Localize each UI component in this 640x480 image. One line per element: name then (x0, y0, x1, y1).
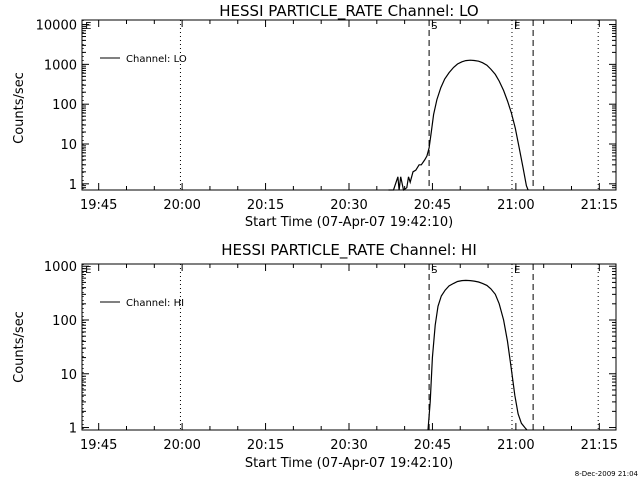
event-marker-label-lo-3: E (514, 21, 520, 32)
chart-title-lo: HESSI PARTICLE_RATE Channel: LO (219, 2, 478, 21)
y-tick-label-lo-3: 1000 (44, 58, 77, 73)
event-marker-label-hi-0: E (85, 265, 91, 276)
y-tick-label-lo-4: 10000 (36, 19, 77, 34)
y-tick-label-hi-0: 1 (69, 422, 77, 437)
chart-panel-hi: HESSI PARTICLE_RATE Channel: HI Counts/s… (12, 241, 618, 471)
y-axis-title-hi: Counts/sec (12, 311, 27, 383)
x-tick-label-lo-0: 19:45 (80, 198, 117, 213)
event-marker-label-hi-3: E (514, 265, 520, 276)
chart-panel-lo: HESSI PARTICLE_RATE Channel: LO Counts/s… (12, 2, 618, 230)
series-group-hi (427, 279, 528, 431)
legend-hi: Channel: HI (100, 298, 184, 309)
footer-timestamp: 8-Dec-2009 21:04 (575, 470, 639, 478)
x-axis-title-hi: Start Time (07-Apr-07 19:42:10) (245, 456, 453, 471)
legend-lo: Channel: LO (100, 54, 187, 65)
legend-label-lo: Channel: LO (126, 54, 187, 65)
axes-hi: 19:45 20:00 20:15 20:30 20:45 21:00 21:15 1 10 10… (44, 260, 618, 453)
y-tick-label-hi-1: 10 (60, 368, 77, 383)
y-tick-label-hi-3: 1000 (44, 260, 77, 275)
x-tick-label-hi-5: 21:00 (497, 438, 534, 453)
x-tick-label-lo-4: 20:45 (414, 198, 451, 213)
legend-label-hi: Channel: HI (126, 298, 184, 309)
x-tick-label-lo-3: 20:30 (330, 198, 367, 213)
x-axis-title-lo: Start Time (07-Apr-07 19:42:10) (245, 215, 453, 230)
y-tick-label-lo-0: 1 (69, 178, 77, 193)
x-tick-label-hi-3: 20:30 (330, 438, 367, 453)
event-marker-label-lo-2: S (431, 21, 437, 32)
series-line-lo-0 (388, 59, 529, 192)
x-tick-label-hi-6: 21:15 (581, 438, 618, 453)
chart-title-hi: HESSI PARTICLE_RATE Channel: HI (221, 241, 477, 260)
x-tick-label-lo-2: 20:15 (247, 198, 284, 213)
y-tick-label-lo-1: 10 (60, 138, 77, 153)
axes-lo: 19:45 20:00 20:15 20:30 20:45 21:00 21:15 1 10 10… (36, 19, 618, 213)
y-tick-label-hi-2: 100 (52, 314, 77, 329)
series-line-hi-0 (427, 279, 528, 431)
x-tick-label-hi-2: 20:15 (247, 438, 284, 453)
x-tick-label-hi-0: 19:45 (80, 438, 117, 453)
x-tick-label-lo-1: 20:00 (163, 198, 200, 213)
event-marker-label-lo-0: E (85, 21, 91, 32)
x-tick-label-lo-5: 21:00 (497, 198, 534, 213)
event-marker-label-hi-2: S (431, 265, 437, 276)
y-axis-title-lo: Counts/sec (12, 72, 27, 144)
series-group-lo (388, 59, 529, 192)
x-tick-label-hi-1: 20:00 (163, 438, 200, 453)
x-tick-label-lo-6: 21:15 (581, 198, 618, 213)
x-tick-label-hi-4: 20:45 (414, 438, 451, 453)
y-tick-label-lo-2: 100 (52, 98, 77, 113)
